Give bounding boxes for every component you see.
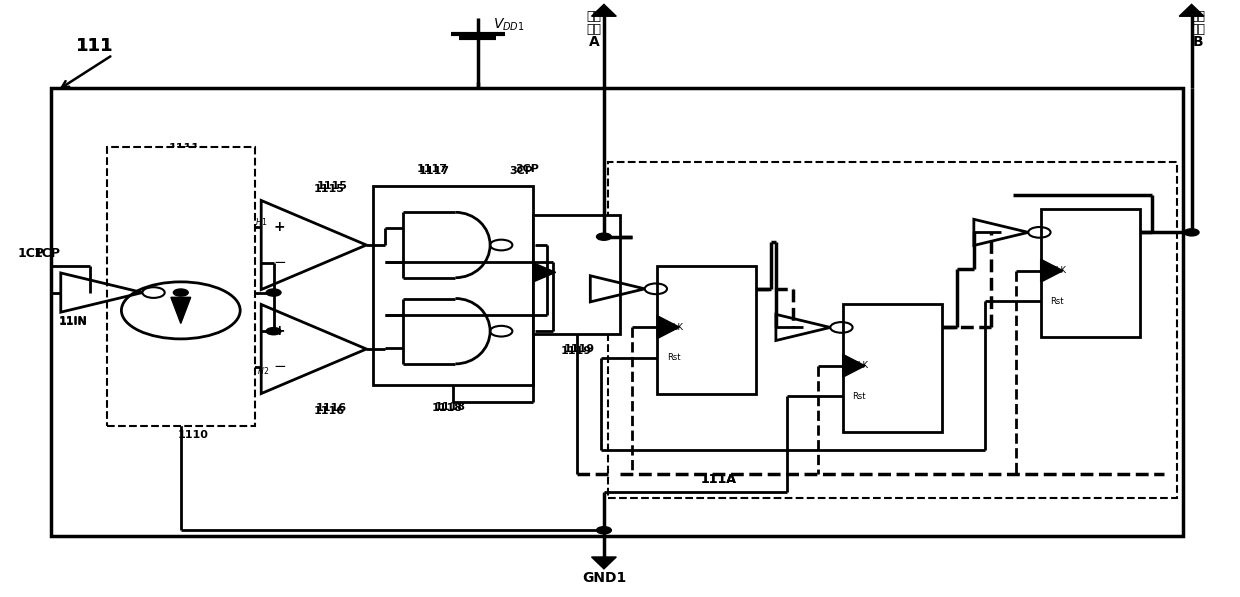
- Polygon shape: [533, 263, 556, 282]
- Text: CLK: CLK: [1050, 266, 1066, 275]
- Text: D: D: [856, 322, 864, 333]
- Text: 1118: 1118: [432, 404, 463, 414]
- Bar: [372, 186, 533, 384]
- Text: D: D: [1053, 227, 1063, 238]
- Text: 111A: 111A: [701, 473, 737, 486]
- Circle shape: [267, 289, 281, 296]
- Text: 1115: 1115: [314, 183, 345, 193]
- Text: Rst: Rst: [667, 353, 681, 362]
- Circle shape: [1184, 229, 1199, 236]
- Text: 1111: 1111: [169, 146, 200, 156]
- Text: 1110: 1110: [177, 430, 208, 440]
- Bar: [107, 147, 255, 426]
- Polygon shape: [171, 297, 191, 324]
- Polygon shape: [657, 316, 680, 338]
- Text: D: D: [546, 232, 556, 242]
- Bar: [1040, 210, 1140, 337]
- Text: CLK: CLK: [667, 322, 683, 332]
- Text: 1116: 1116: [314, 407, 345, 416]
- Text: 3CP: 3CP: [516, 164, 539, 174]
- Text: 1CP: 1CP: [33, 247, 61, 260]
- Circle shape: [596, 233, 611, 240]
- Text: −: −: [274, 359, 286, 374]
- Text: Rst: Rst: [853, 392, 866, 401]
- Text: Q: Q: [1121, 227, 1130, 238]
- Text: CLK: CLK: [543, 268, 559, 277]
- Text: 1CP: 1CP: [17, 247, 45, 260]
- Text: B: B: [1193, 35, 1203, 49]
- Text: 2CP: 2CP: [215, 294, 238, 303]
- Text: $\overline{Q}$: $\overline{Q}$: [543, 297, 553, 312]
- Circle shape: [174, 289, 188, 296]
- Text: $V_{DD1}$: $V_{DD1}$: [492, 17, 525, 33]
- Polygon shape: [843, 354, 866, 377]
- Text: 载波: 载波: [587, 10, 601, 23]
- Text: 信号: 信号: [587, 23, 601, 36]
- Circle shape: [267, 328, 281, 335]
- Text: $V_{TH2}$: $V_{TH2}$: [246, 363, 269, 377]
- Text: 1119: 1119: [564, 344, 595, 354]
- Text: −: −: [274, 256, 286, 270]
- Text: CLK: CLK: [853, 361, 868, 370]
- Polygon shape: [1179, 4, 1204, 16]
- Text: Q: Q: [923, 322, 931, 333]
- Bar: [608, 162, 1177, 497]
- Bar: [533, 216, 620, 334]
- Text: D: D: [670, 284, 678, 294]
- Bar: [843, 304, 941, 432]
- Text: $V_{TH1}$: $V_{TH1}$: [243, 214, 267, 228]
- Text: Rst: Rst: [1050, 297, 1064, 306]
- Text: Q: Q: [600, 232, 610, 242]
- Text: 1119: 1119: [562, 346, 593, 356]
- Bar: [657, 266, 756, 393]
- Text: 信号: 信号: [1190, 23, 1205, 36]
- Polygon shape: [591, 557, 616, 569]
- Text: 11IN: 11IN: [58, 317, 88, 327]
- Text: 1117: 1117: [417, 164, 448, 174]
- Text: A: A: [589, 35, 599, 49]
- Text: Q: Q: [737, 284, 746, 294]
- Text: 载波: 载波: [1190, 10, 1205, 23]
- Text: 11IN: 11IN: [58, 316, 88, 326]
- Text: 3CP: 3CP: [510, 166, 533, 176]
- Text: 1116: 1116: [316, 404, 347, 414]
- Text: +: +: [274, 324, 285, 338]
- Text: 1115: 1115: [316, 181, 347, 190]
- Text: 111A: 111A: [701, 473, 737, 486]
- Polygon shape: [1040, 259, 1063, 282]
- Polygon shape: [591, 4, 616, 16]
- Text: 2CP: 2CP: [212, 291, 236, 300]
- Circle shape: [596, 527, 611, 534]
- Text: GND1: GND1: [582, 571, 626, 585]
- Text: 111: 111: [76, 37, 113, 55]
- Text: 1117: 1117: [419, 166, 450, 176]
- Text: +: +: [274, 220, 285, 234]
- Bar: [51, 88, 1183, 536]
- Text: 1111: 1111: [169, 143, 200, 153]
- Text: 1118: 1118: [435, 402, 466, 412]
- Text: 111: 111: [76, 37, 113, 55]
